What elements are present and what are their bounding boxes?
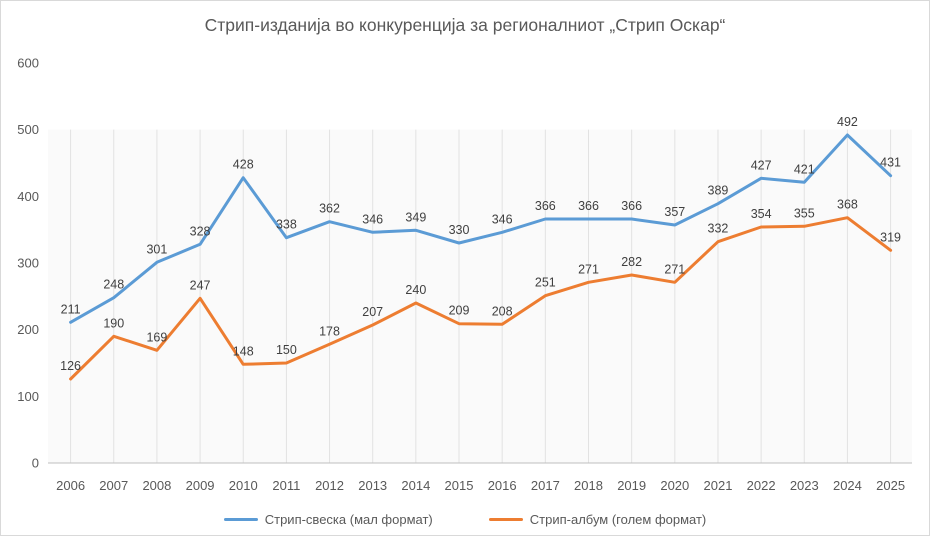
data-label: 492 [837, 115, 858, 129]
x-tick-label: 2010 [229, 478, 258, 493]
data-label: 431 [880, 156, 901, 170]
data-label: 366 [535, 199, 556, 213]
x-tick-label: 2007 [99, 478, 128, 493]
data-label: 328 [190, 224, 211, 238]
legend-label: Стрип-свеска (мал формат) [264, 512, 433, 527]
x-tick-label: 2025 [876, 478, 905, 493]
x-tick-label: 2019 [617, 478, 646, 493]
data-label: 190 [103, 316, 124, 330]
plot-background [48, 129, 912, 463]
data-label: 346 [492, 212, 513, 226]
data-label: 332 [708, 222, 729, 236]
data-label: 362 [319, 202, 340, 216]
data-label: 169 [146, 330, 167, 344]
data-label: 355 [794, 206, 815, 220]
x-tick-label: 2006 [56, 478, 85, 493]
data-label: 428 [233, 158, 254, 172]
data-label: 338 [276, 218, 297, 232]
data-label: 368 [837, 198, 858, 212]
data-label: 208 [492, 304, 513, 318]
data-label: 427 [751, 158, 772, 172]
x-tick-label: 2018 [574, 478, 603, 493]
y-tick-label: 100 [17, 389, 39, 404]
data-label: 346 [362, 212, 383, 226]
data-label: 150 [276, 343, 297, 357]
x-tick-label: 2008 [142, 478, 171, 493]
x-tick-label: 2015 [445, 478, 474, 493]
x-tick-label: 2020 [660, 478, 689, 493]
x-tick-label: 2023 [790, 478, 819, 493]
x-tick-label: 2009 [186, 478, 215, 493]
data-label: 349 [405, 210, 426, 224]
y-tick-label: 200 [17, 322, 39, 337]
data-label: 330 [449, 223, 470, 237]
data-label: 178 [319, 324, 340, 338]
series-line-1 [69, 133, 893, 324]
data-label: 240 [405, 283, 426, 297]
legend-item-series1: Стрип-свеска (мал формат) [223, 512, 433, 527]
data-label: 207 [362, 305, 383, 319]
x-tick-label: 2017 [531, 478, 560, 493]
data-label: 271 [578, 262, 599, 276]
x-tick-label: 2011 [272, 478, 300, 493]
data-label: 366 [578, 199, 599, 213]
x-tick-label: 2016 [488, 478, 517, 493]
data-label: 354 [751, 207, 772, 221]
legend-swatch-icon [223, 518, 258, 521]
data-label: 389 [708, 184, 729, 198]
y-tick-label: 400 [17, 189, 39, 204]
y-tick-label: 600 [17, 56, 39, 71]
data-label: 421 [794, 162, 815, 176]
data-label: 248 [103, 278, 124, 292]
y-tick-label: 300 [17, 256, 39, 271]
data-label: 126 [60, 359, 81, 373]
x-tick-label: 2014 [401, 478, 430, 493]
data-label: 301 [146, 242, 167, 256]
data-label: 247 [190, 278, 211, 292]
legend-label: Стрип-албум (голем формат) [529, 512, 707, 527]
chart-legend: Стрип-свеска (мал формат) Стрип-албум (го… [1, 512, 929, 527]
series-line-2 [69, 216, 893, 381]
data-label: 282 [621, 255, 642, 269]
chart-title: Стрип-изданија во конкуренција за регион… [204, 15, 726, 35]
legend-swatch-icon [488, 518, 523, 521]
data-label: 148 [233, 344, 254, 358]
data-label: 366 [621, 199, 642, 213]
x-tick-label: 2012 [315, 478, 344, 493]
x-tick-label: 2021 [704, 478, 733, 493]
data-label: 319 [880, 230, 901, 244]
legend-item-series2: Стрип-албум (голем формат) [488, 512, 707, 527]
y-tick-label: 500 [17, 122, 39, 137]
x-tick-label: 2013 [358, 478, 387, 493]
data-label: 211 [61, 302, 81, 316]
x-tick-label: 2022 [747, 478, 776, 493]
data-label: 251 [535, 276, 556, 290]
data-label: 357 [664, 205, 685, 219]
data-label: 271 [664, 262, 685, 276]
x-tick-label: 2024 [833, 478, 862, 493]
y-tick-label: 0 [32, 456, 39, 471]
data-label: 209 [449, 304, 470, 318]
